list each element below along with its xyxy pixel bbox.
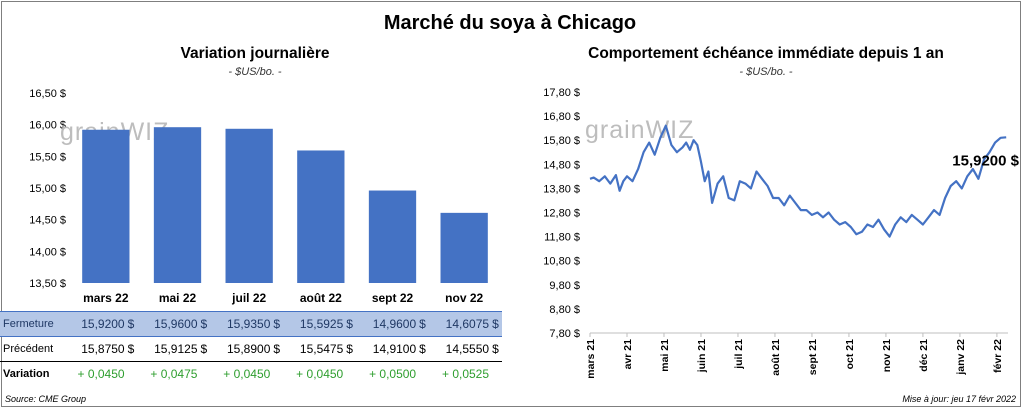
- y-tick-label: 14,50 $: [29, 215, 66, 227]
- y-tick-label: 16,00 $: [29, 120, 66, 132]
- table-row-fermeture: Fermeture 15,9200 $ 15,9600 $ 15,9350 $ 15,…: [0, 311, 502, 337]
- fermeture-label: Fermeture: [0, 311, 65, 337]
- table-row-precedent: Précédent 15,8750 $ 15,9125 $ 15,8900 $ 15,…: [0, 337, 502, 362]
- precedent-label: Précédent: [3, 343, 54, 355]
- bar-chart-unit: - $US/bo. -: [228, 66, 282, 78]
- line-chart-title: Comportement échéance immédiate depuis 1…: [588, 45, 944, 62]
- bar: [82, 129, 130, 283]
- source-note: Source: CME Group: [5, 394, 87, 404]
- fermeture-cell: 14,6075: [429, 311, 491, 337]
- y-tick-label: 16,50 $: [29, 88, 66, 100]
- precedent-cell: 14,5550: [445, 342, 490, 356]
- bar: [368, 190, 417, 283]
- category-label: sept 22: [372, 291, 414, 305]
- daily-values-table: Fermeture 15,9200 $ 15,9600 $ 15,9350 $ 15,…: [0, 311, 502, 386]
- fermeture-cell: 14,9600: [356, 311, 418, 337]
- variation-cell: + 0,0450: [64, 361, 138, 386]
- precedent-cell: 15,5475: [299, 342, 344, 356]
- variation-cell: + 0,0500: [356, 361, 430, 386]
- precedent-cell: 15,8750: [81, 342, 125, 356]
- precedent-cell: 15,9125: [154, 342, 198, 356]
- variation-cell: + 0,0450: [210, 361, 284, 386]
- fermeture-cell: 15,9350: [210, 311, 272, 337]
- y-tick-label: 14,00 $: [29, 246, 66, 258]
- variation-cell: + 0,0525: [429, 361, 502, 386]
- y-tick-label: 15,00 $: [29, 183, 66, 195]
- category-label: nov 22: [445, 291, 483, 305]
- fermeture-cell: 15,9200: [64, 311, 126, 337]
- bar: [153, 127, 202, 283]
- update-note: Mise à jour: jeu 17 févr 2022: [902, 394, 1016, 404]
- category-label: mai 22: [159, 291, 197, 305]
- variation-label: Variation: [0, 361, 65, 386]
- fermeture-cell: 15,5925: [283, 311, 345, 337]
- bar: [297, 150, 345, 283]
- precedent-cell: 14,9100: [372, 342, 417, 356]
- bar: [440, 212, 488, 283]
- y-tick-label: 13,50 $: [29, 278, 66, 290]
- main-title: Marché du soya à Chicago: [383, 12, 637, 34]
- bar-chart-title: Variation journalière: [180, 45, 330, 62]
- variation-cell: + 0,0450: [283, 361, 357, 386]
- precedent-cell: 15,8900: [227, 342, 271, 356]
- bar-chart: 13,50 $ 14,00 $ 14,50 $ 15,00 $ 15,50 $ 16,00…: [29, 88, 488, 305]
- bar: [225, 128, 273, 283]
- table-row-variation: Variation + 0,0450 + 0,0475 + 0,0450 + 0…: [0, 361, 502, 386]
- fermeture-cell: 15,9600: [137, 311, 199, 337]
- category-label: juil 22: [231, 291, 266, 305]
- category-label: mars 22: [83, 291, 129, 305]
- category-label: août 22: [300, 291, 342, 305]
- variation-cell: + 0,0475: [137, 361, 211, 386]
- line-chart-unit: - $US/bo. -: [739, 66, 793, 78]
- y-tick-label: 15,50 $: [29, 151, 66, 163]
